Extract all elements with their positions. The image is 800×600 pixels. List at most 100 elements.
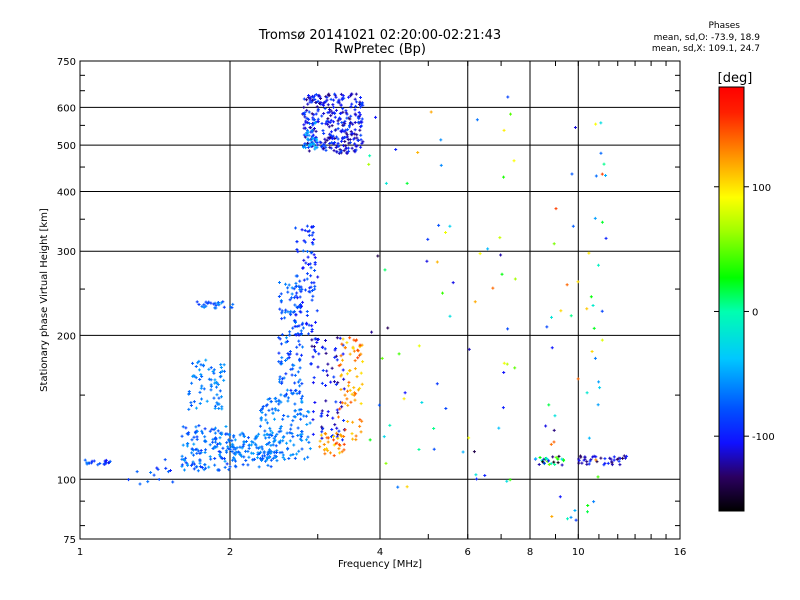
data-point [199, 449, 203, 453]
data-point [280, 309, 284, 313]
y-tick-label: 600 [57, 103, 76, 114]
data-point [294, 281, 298, 285]
data-point [340, 450, 344, 454]
data-point [310, 338, 314, 342]
data-point [211, 369, 215, 373]
data-point [354, 104, 358, 108]
data-point [257, 465, 261, 469]
data-point [356, 138, 360, 142]
data-point [332, 120, 336, 124]
data-point [347, 380, 351, 384]
data-point [199, 386, 203, 390]
data-point [325, 119, 329, 123]
data-point [325, 369, 329, 373]
data-point [549, 462, 553, 466]
data-point [267, 408, 271, 412]
data-point [217, 407, 221, 411]
data-point [594, 174, 598, 178]
data-point [171, 480, 175, 484]
data-point [358, 424, 362, 428]
data-point [214, 438, 218, 442]
data-point [239, 453, 243, 457]
data-point [310, 112, 314, 116]
data-point [98, 461, 102, 465]
data-point [341, 123, 345, 127]
data-point [320, 430, 324, 434]
data-point [311, 381, 315, 385]
data-point [350, 392, 354, 396]
data-point [332, 380, 336, 384]
data-point [309, 274, 313, 278]
data-point [279, 300, 283, 304]
data-point [335, 150, 339, 154]
data-point [305, 277, 309, 281]
data-point [294, 294, 298, 298]
data-point [307, 233, 311, 237]
data-point [342, 387, 346, 391]
data-point [202, 303, 206, 307]
data-point [277, 430, 281, 434]
data-point [273, 407, 277, 411]
data-point [295, 291, 299, 295]
data-point [218, 389, 222, 393]
data-point [343, 393, 347, 397]
data-point [338, 150, 342, 154]
data-point [319, 145, 323, 149]
data-point [355, 144, 359, 148]
data-point [208, 443, 212, 447]
data-point [279, 439, 283, 443]
data-point [339, 129, 343, 133]
data-point [337, 98, 341, 102]
data-point [332, 443, 336, 447]
data-point [592, 326, 596, 330]
data-point [204, 358, 208, 362]
data-point [217, 396, 221, 400]
data-point [246, 436, 250, 440]
data-point [342, 377, 346, 381]
data-point [608, 456, 612, 460]
data-point [246, 449, 250, 453]
data-point [281, 417, 285, 421]
data-point [350, 92, 354, 96]
data-point [345, 372, 349, 376]
data-point [351, 131, 355, 135]
data-point [231, 443, 235, 447]
data-point [195, 451, 199, 455]
data-point [302, 258, 306, 262]
data-point [342, 448, 346, 452]
data-point [305, 310, 309, 314]
data-point [200, 397, 204, 401]
data-point [298, 359, 302, 363]
data-point [307, 332, 311, 336]
data-point [310, 128, 314, 132]
data-point [326, 436, 330, 440]
data-point [230, 439, 234, 443]
data-point [290, 296, 294, 300]
data-point [211, 446, 215, 450]
data-point [223, 465, 227, 469]
data-point [274, 451, 278, 455]
data-point [347, 384, 351, 388]
data-point [198, 377, 202, 381]
data-point [388, 423, 392, 427]
data-point [230, 306, 234, 310]
data-point [284, 394, 288, 398]
data-point [349, 114, 353, 118]
data-point [311, 410, 315, 414]
data-point [347, 141, 351, 145]
data-point [270, 431, 274, 435]
data-point [291, 435, 295, 439]
data-point [212, 396, 216, 400]
data-point [293, 381, 297, 385]
data-point [502, 361, 506, 365]
data-point [279, 425, 283, 429]
y-axis-label: Stationary phase Virtual Height [km] [39, 208, 50, 392]
data-point [598, 386, 602, 390]
data-point [343, 144, 347, 148]
data-point [305, 314, 309, 318]
data-point [294, 333, 298, 337]
data-point [338, 336, 342, 340]
chart-subtitle: RwPretec (Bp) [333, 42, 427, 57]
data-point [342, 442, 346, 446]
data-point [302, 414, 306, 418]
